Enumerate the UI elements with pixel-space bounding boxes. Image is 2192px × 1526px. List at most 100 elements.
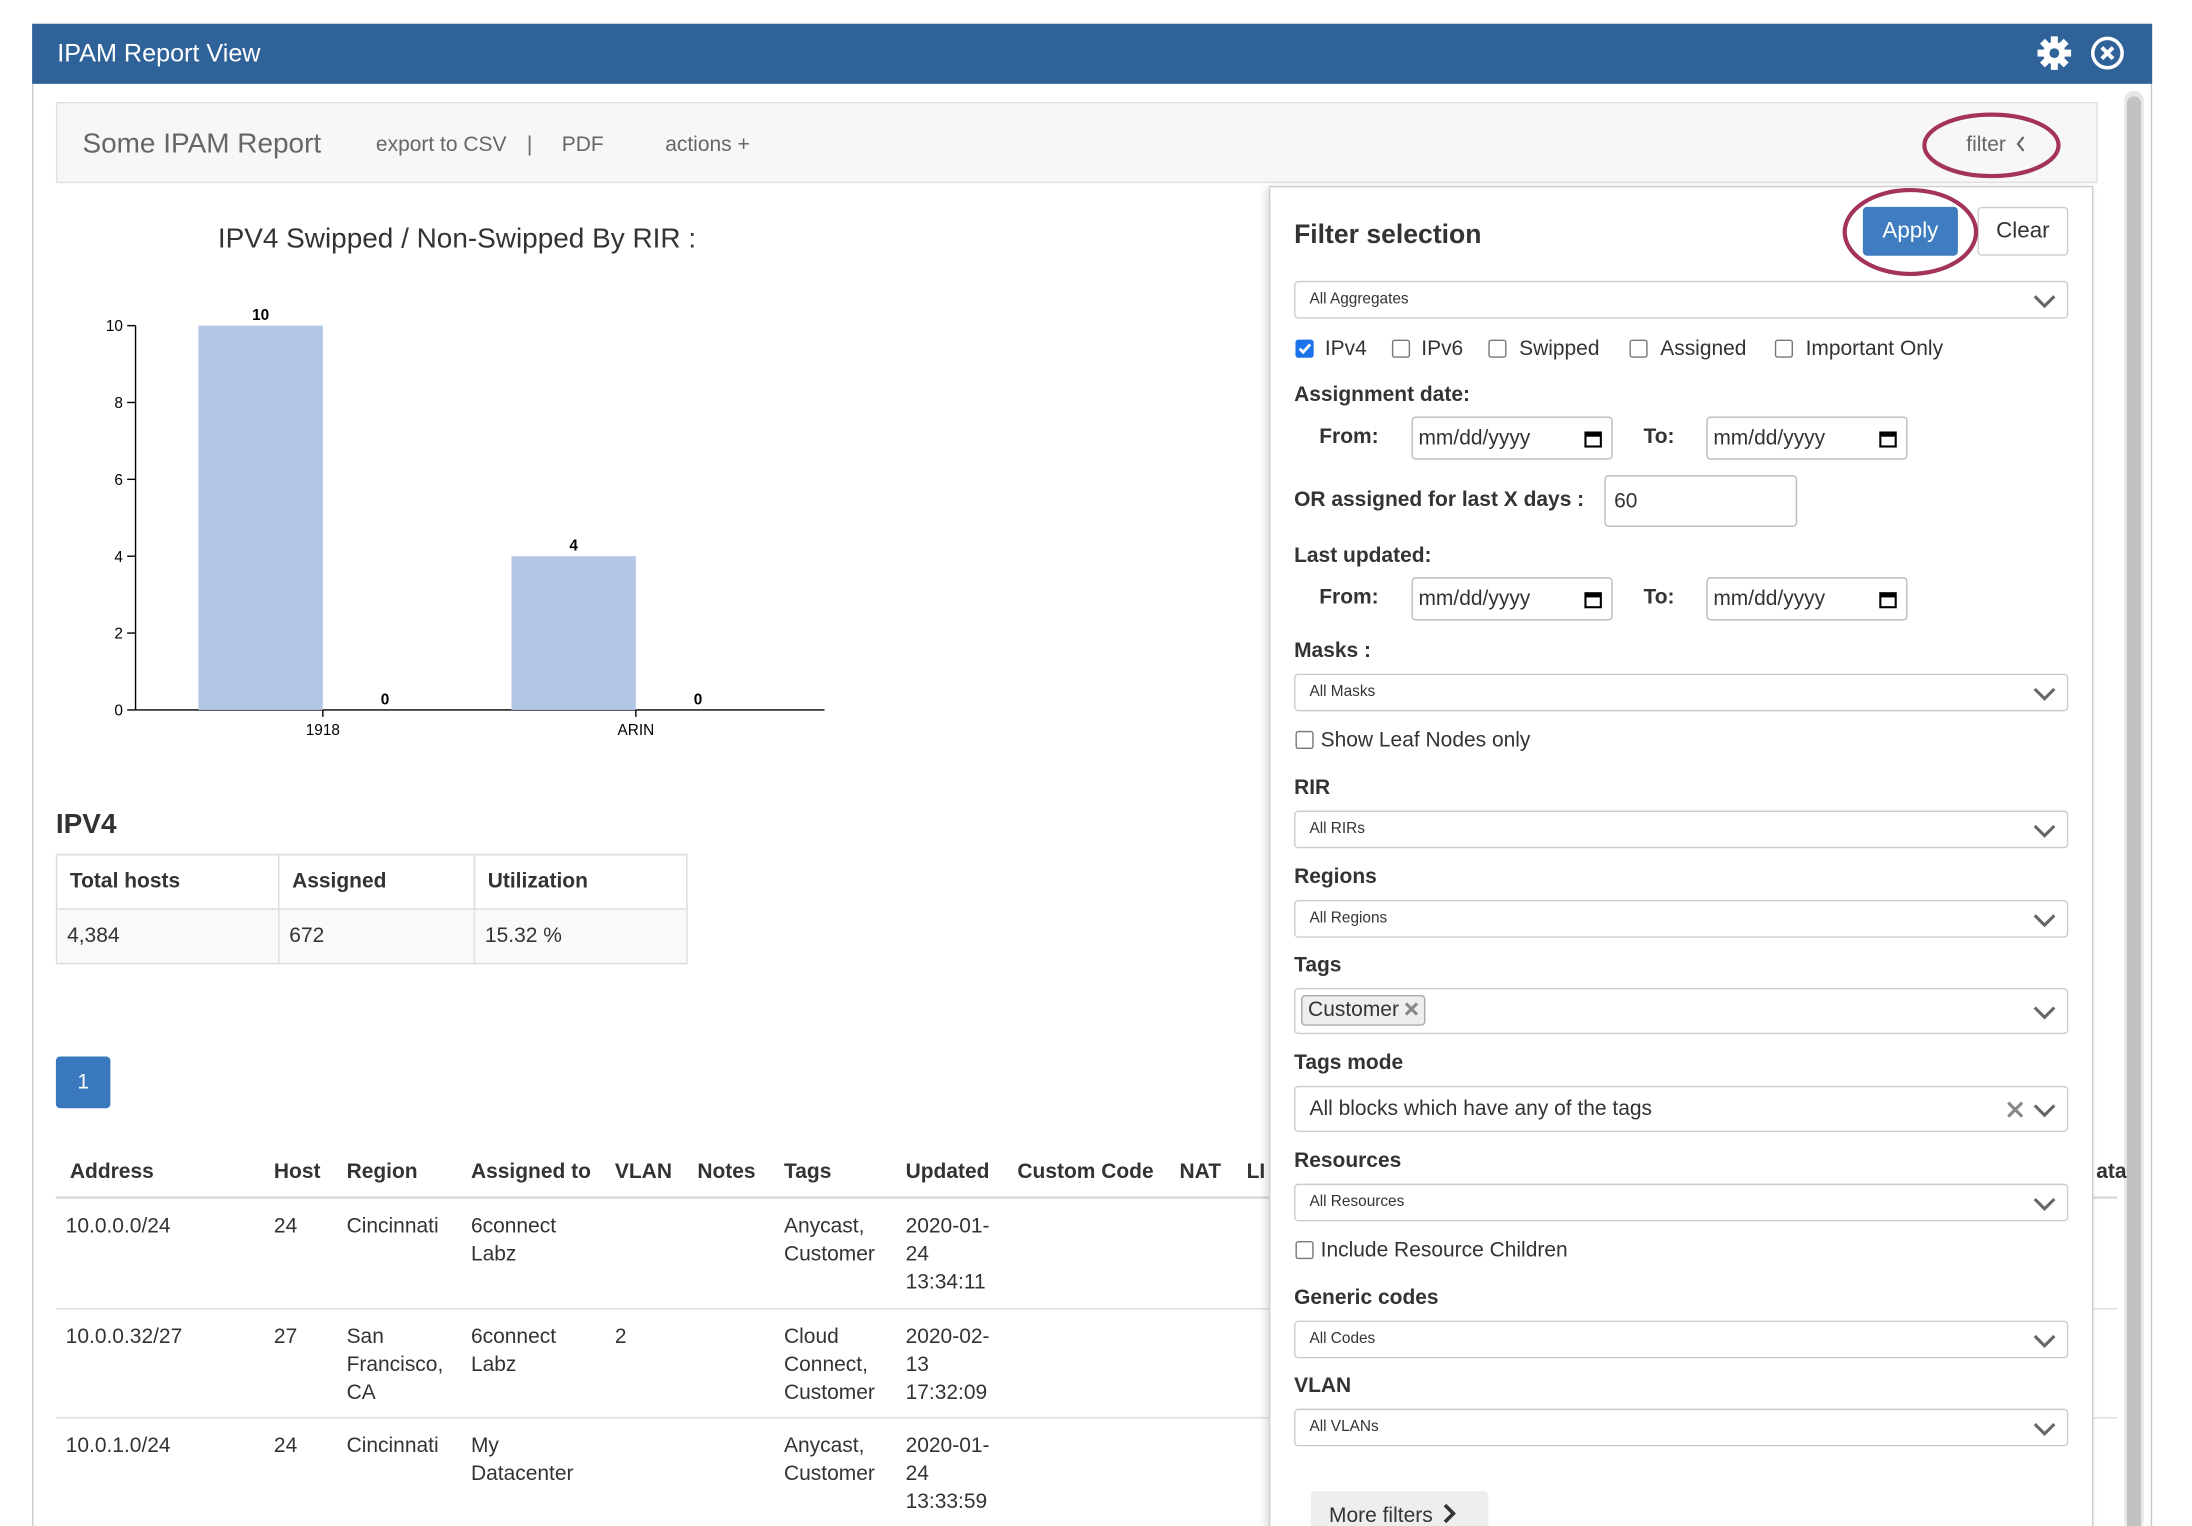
export-csv-link[interactable]: export to CSV: [375, 132, 507, 157]
calendar-icon[interactable]: [1583, 429, 1603, 449]
dropdown-value: All Masks: [1309, 683, 1376, 701]
date-input[interactable]: mm/dd/yyyy: [1411, 416, 1613, 460]
actions-link[interactable]: actions +: [665, 132, 750, 157]
dropdown-icon: [2033, 1422, 2056, 1436]
dropdown[interactable]: All Resources: [1294, 1183, 2069, 1222]
checkbox-label: Swipped: [1519, 336, 1600, 361]
filter-panel: Filter selection Apply Clear All Aggregates…: [1268, 185, 2094, 1526]
checkbox[interactable]: [1391, 339, 1411, 358]
dropdown-icon: [2033, 913, 2056, 927]
table-cell: 24: [273, 1433, 298, 1458]
dropdown[interactable]: All VLANs: [1294, 1408, 2069, 1447]
row-rule: [55, 1308, 2118, 1310]
table-header: ata: [2096, 1159, 2127, 1184]
checkbox-label: Assigned: [1660, 336, 1747, 361]
bar-value-label: 10: [252, 307, 269, 324]
more-filters-button[interactable]: More filters: [1310, 1491, 1489, 1526]
dropdown[interactable]: Customer: [1294, 988, 2069, 1035]
y-tick-label: 10: [106, 318, 123, 335]
table-cell: San Francisco, CA: [346, 1324, 444, 1405]
table-cell: 27: [273, 1324, 298, 1349]
calendar-icon[interactable]: [1583, 590, 1603, 610]
checkbox[interactable]: [1295, 339, 1314, 358]
y-tick-label: 8: [114, 395, 123, 412]
x-tick-label: 1918: [306, 722, 340, 739]
pdf-link[interactable]: PDF: [561, 132, 604, 157]
scroll-thumb: [2126, 96, 2141, 1526]
summary-title: IPV4: [55, 809, 117, 840]
settings-icon[interactable]: [2036, 35, 2072, 71]
table-header: Updated: [905, 1159, 990, 1184]
date-placeholder: mm/dd/yyyy: [1713, 586, 1826, 611]
dropdown[interactable]: All Masks: [1294, 673, 2069, 712]
dropdown-value: All RIRs: [1309, 820, 1365, 838]
summary-cell: [473, 908, 688, 965]
close-icon[interactable]: [2089, 35, 2125, 71]
date-input[interactable]: mm/dd/yyyy: [1706, 577, 1908, 621]
table-cell: Cloud Connect, Customer: [783, 1324, 875, 1405]
calendar-icon[interactable]: [1878, 590, 1898, 610]
field-label: Tags: [1294, 953, 1342, 977]
tag-remove[interactable]: [1404, 996, 1419, 1024]
date-input[interactable]: mm/dd/yyyy: [1706, 416, 1908, 460]
clear-icon[interactable]: [2007, 1101, 2024, 1118]
field-label: Regions: [1294, 865, 1377, 889]
checkbox-label: IPv4: [1324, 336, 1367, 361]
dropdown[interactable]: All Codes: [1294, 1320, 2069, 1359]
checkbox[interactable]: [1774, 339, 1793, 358]
table-cell: 2020-01-24 13:33:59: [905, 1433, 990, 1514]
to-label: To:: [1643, 585, 1675, 610]
tag-chip[interactable]: Customer: [1301, 995, 1426, 1026]
dropdown-icon: [2033, 294, 2056, 308]
table-header: VLAN: [614, 1159, 672, 1184]
checkbox[interactable]: [1295, 1240, 1314, 1260]
apply-button[interactable]: Apply: [1862, 206, 1958, 256]
field-label: Tags mode: [1294, 1050, 1404, 1075]
checkbox[interactable]: [1295, 730, 1314, 750]
bar-value-label: 4: [569, 538, 578, 555]
bar-chart: IPV4 Swipped / Non-Swipped By RIR : 0 2 4 6…: [106, 222, 825, 739]
dropdown[interactable]: All RIRs: [1294, 810, 2069, 849]
annotation-overlay: [1922, 112, 2061, 179]
table-cell: Anycast, Customer: [783, 1214, 875, 1267]
date-placeholder: mm/dd/yyyy: [1418, 426, 1531, 450]
dropdown-icon: [2033, 1005, 2056, 1019]
table-cell: 24: [273, 1214, 298, 1239]
date-input[interactable]: mm/dd/yyyy: [1411, 577, 1613, 621]
table-header: Custom Code: [1017, 1159, 1154, 1184]
bar: [511, 556, 636, 710]
scrollbar: [2124, 90, 2144, 1526]
checkbox[interactable]: [1488, 339, 1507, 358]
more-filters-label: More filters: [1329, 1503, 1433, 1526]
y-tick-label: 0: [114, 703, 123, 720]
date-placeholder: mm/dd/yyyy: [1418, 586, 1531, 611]
summary-value: 4,384: [67, 923, 120, 948]
checkbox[interactable]: [1629, 339, 1648, 358]
chevron-icon: [1443, 1503, 1457, 1524]
dropdown[interactable]: All Regions: [1294, 899, 2069, 938]
checkbox-label: Show Leaf Nodes only: [1320, 728, 1531, 752]
dropdown[interactable]: All Aggregates: [1294, 280, 2069, 319]
dropdown-value: All Resources: [1309, 1193, 1405, 1211]
bar-value-label: 0: [381, 691, 390, 708]
dropdown-icon: [2033, 824, 2056, 838]
page-button[interactable]: 1: [55, 1056, 111, 1109]
checkbox-label: Include Resource Children: [1320, 1238, 1568, 1262]
header-rule: [55, 1196, 2118, 1200]
from-label: From:: [1319, 585, 1379, 610]
panel-title: Filter selection: [1294, 220, 1482, 251]
table-header: NAT: [1179, 1159, 1222, 1184]
dropdown[interactable]: All blocks which have any of the tags: [1294, 1085, 2069, 1132]
filter-toggle[interactable]: filter: [1966, 132, 2006, 157]
summary-header: Utilization: [487, 869, 588, 894]
to-label: To:: [1643, 424, 1675, 449]
days-input[interactable]: 60: [1604, 475, 1798, 527]
table-header: Assigned to: [470, 1159, 591, 1184]
clear-button[interactable]: Clear: [1977, 206, 2069, 256]
table-cell: 2020-02-13 17:32:09: [905, 1324, 990, 1405]
calendar-icon[interactable]: [1878, 429, 1898, 449]
field-label: Generic codes: [1294, 1285, 1439, 1310]
summary-cell: [278, 908, 476, 965]
report-title: Some IPAM Report: [82, 128, 322, 160]
